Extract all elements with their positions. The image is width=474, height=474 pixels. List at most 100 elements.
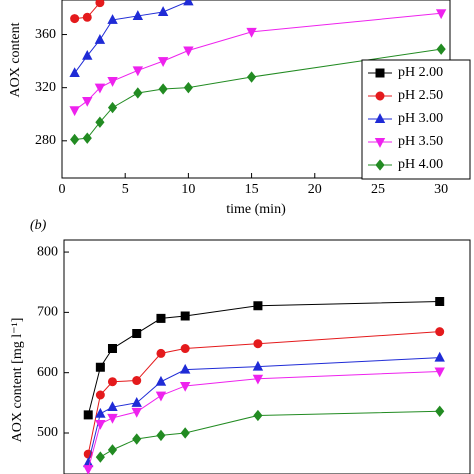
data-point	[70, 14, 80, 24]
data-point	[82, 96, 93, 107]
y-tick-label: 600	[37, 365, 58, 380]
data-point	[157, 57, 169, 67]
data-point	[180, 427, 190, 439]
data-point	[70, 133, 80, 146]
data-point	[131, 407, 142, 418]
data-point	[82, 49, 93, 60]
legend-marker	[375, 68, 385, 78]
data-point	[131, 396, 142, 407]
data-point	[107, 401, 118, 412]
legend-marker	[375, 91, 385, 101]
data-point	[132, 10, 144, 20]
data-point	[183, 0, 194, 6]
x-tick-label: 10	[181, 182, 195, 197]
data-point	[107, 101, 118, 114]
data-point	[95, 390, 105, 400]
data-point	[434, 367, 445, 378]
x-tick-label: 0	[59, 182, 66, 197]
data-point	[253, 409, 263, 422]
data-point	[253, 339, 263, 349]
data-point	[252, 360, 264, 371]
data-point	[132, 66, 144, 77]
y-axis-label: AOX content	[8, 22, 23, 97]
data-point	[156, 348, 166, 358]
y-tick-label: 360	[35, 27, 56, 42]
series-line	[100, 410, 440, 458]
data-point	[95, 0, 105, 8]
legend-marker	[374, 113, 386, 123]
series-line	[87, 331, 440, 455]
data-point	[132, 433, 142, 445]
x-tick-label: 25	[371, 182, 385, 197]
legend-label: pH 4.00	[398, 157, 443, 172]
data-point	[107, 14, 118, 24]
x-tick-label: 30	[434, 182, 448, 197]
data-point	[183, 46, 194, 57]
data-point	[83, 410, 93, 420]
data-point	[434, 351, 445, 362]
series-line	[87, 301, 440, 416]
data-point	[95, 451, 105, 463]
y-tick-label: 320	[35, 80, 56, 95]
series-line	[87, 370, 440, 470]
data-point	[246, 27, 257, 38]
x-tick-label: 15	[245, 182, 259, 197]
x-tick-label: 5	[122, 182, 129, 197]
x-axis-label: time (min)	[226, 202, 286, 217]
y-tick-label: 700	[37, 305, 58, 320]
data-point	[132, 328, 142, 338]
y-axis-label: AOX content [mg l⁻¹]	[10, 318, 25, 443]
data-point	[179, 363, 191, 374]
data-point	[107, 413, 118, 424]
data-point	[179, 381, 191, 392]
data-point	[95, 419, 106, 430]
plot-frame	[63, 239, 471, 474]
plot-area	[83, 297, 445, 474]
data-point	[82, 12, 92, 22]
data-point	[157, 6, 169, 16]
data-point	[156, 429, 166, 442]
data-point	[94, 34, 106, 44]
data-point	[435, 327, 445, 337]
legend-marker	[375, 159, 385, 171]
plot-area	[69, 0, 447, 146]
legend-label: pH 3.00	[398, 111, 443, 126]
data-point	[69, 106, 80, 117]
data-point	[253, 301, 263, 311]
data-point	[158, 83, 168, 95]
y-tick-label: 500	[37, 425, 58, 440]
data-point	[94, 83, 106, 94]
y-tick-label: 280	[35, 133, 56, 148]
legend-marker	[374, 138, 386, 148]
data-point	[95, 116, 105, 128]
data-point	[107, 344, 117, 354]
data-point	[155, 391, 167, 402]
data-point	[252, 374, 264, 385]
data-point	[435, 9, 447, 20]
data-point	[107, 444, 118, 456]
data-point	[435, 297, 445, 307]
data-point	[435, 405, 445, 417]
data-point	[156, 313, 166, 323]
legend-label: pH 2.50	[398, 88, 443, 103]
data-point	[107, 77, 118, 87]
data-point	[155, 375, 167, 386]
data-point	[82, 132, 92, 144]
panel-label: (b)	[30, 218, 47, 233]
data-point	[183, 81, 193, 94]
data-point	[436, 43, 446, 55]
data-point	[180, 344, 190, 354]
data-point	[69, 67, 80, 78]
y-tick-label: 800	[37, 244, 58, 259]
x-tick-label: 20	[308, 182, 322, 197]
data-point	[95, 362, 105, 372]
data-point	[246, 71, 257, 83]
data-point	[133, 87, 143, 99]
data-point	[132, 376, 142, 386]
data-point	[95, 407, 106, 418]
legend-label: pH 2.00	[398, 65, 443, 80]
data-point	[107, 377, 117, 387]
legend-label: pH 3.50	[398, 134, 443, 149]
data-point	[180, 311, 190, 321]
